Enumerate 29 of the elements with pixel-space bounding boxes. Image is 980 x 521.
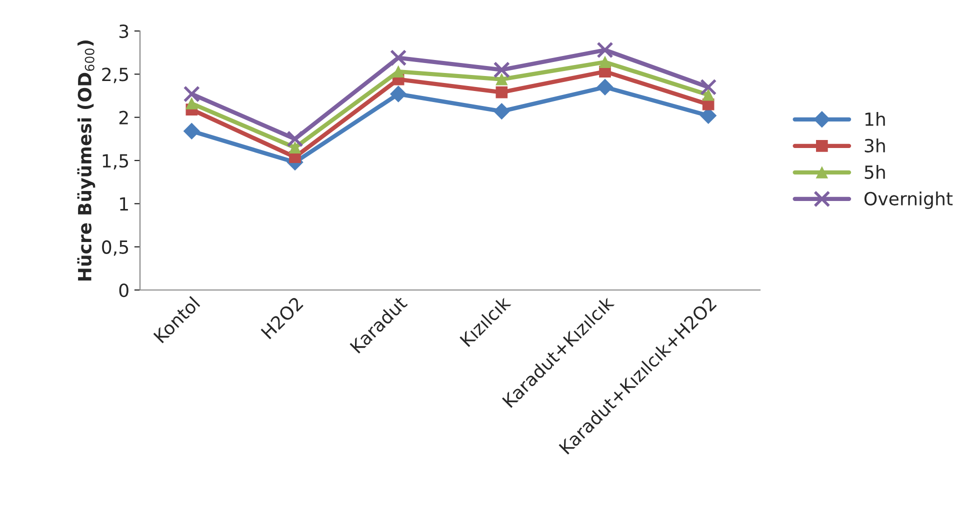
point xyxy=(390,49,407,66)
legend-label: 3h xyxy=(864,138,885,152)
point xyxy=(183,86,200,102)
point xyxy=(702,88,714,101)
point xyxy=(599,56,611,68)
y-axis-title: Hücre Büyümesi (OD$_{600}$) xyxy=(77,40,96,281)
point xyxy=(700,78,717,96)
point xyxy=(183,122,200,140)
y-tick-label: 3 xyxy=(119,24,128,38)
y-tick-label: 1 xyxy=(120,197,128,211)
point xyxy=(496,73,508,86)
point xyxy=(392,66,404,78)
point xyxy=(286,130,304,148)
point xyxy=(596,42,614,58)
y-tick-label: 0 xyxy=(119,283,128,298)
y-tick-label: 2,5 xyxy=(102,68,128,84)
point xyxy=(493,103,510,120)
legend-label: 5h xyxy=(864,165,885,179)
point xyxy=(186,98,198,110)
point xyxy=(596,78,614,96)
y-tick-label: 1,5 xyxy=(102,154,128,170)
point xyxy=(390,86,407,102)
legend-label: Overnight xyxy=(864,192,953,209)
y-tick-label: 2 xyxy=(119,110,128,124)
y-tick-label: 0,5 xyxy=(102,240,128,256)
legend-label: 1h xyxy=(865,112,885,126)
point xyxy=(289,142,301,154)
point xyxy=(493,62,510,78)
point xyxy=(496,86,508,98)
